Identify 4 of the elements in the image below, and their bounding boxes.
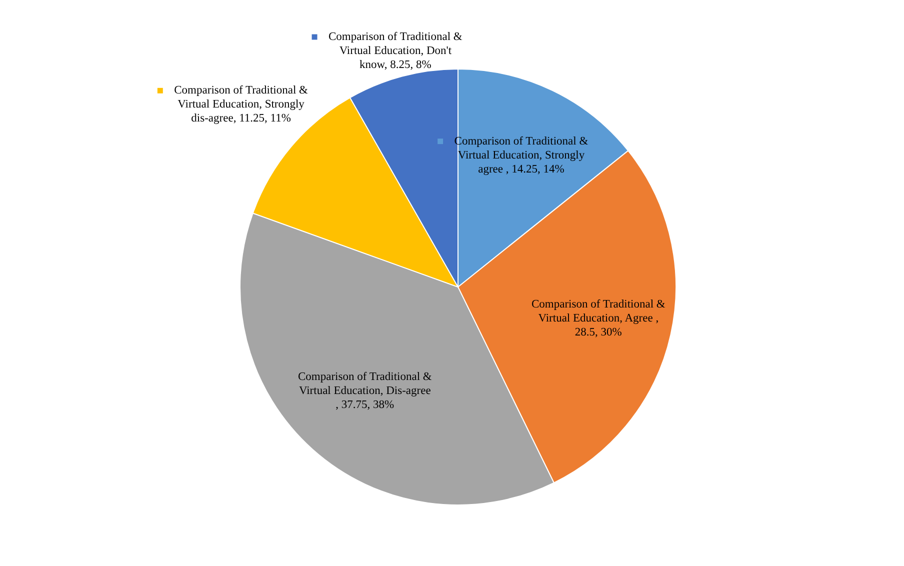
legend-label: Comparison of Traditional & Virtual Education, Don't know, 8.25, 8%	[328, 30, 462, 71]
slice-label: Comparison of Traditional & Virtual Education, Agree , 28.5, 30%	[531, 298, 666, 338]
slice-label: Comparison of Traditional & Virtual Education, Dis-agree , 37.75, 38%	[298, 370, 432, 411]
legend-label: Comparison of Traditional & Virtual Education, Strongly dis-agree, 11.25, 11%	[174, 84, 308, 125]
